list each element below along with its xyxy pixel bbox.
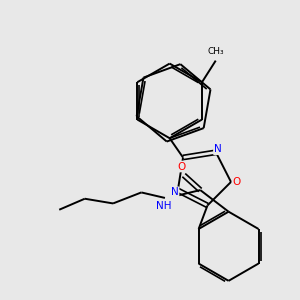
- Text: O: O: [233, 177, 241, 187]
- Text: NH: NH: [156, 201, 172, 211]
- Text: N: N: [171, 187, 178, 197]
- Text: O: O: [178, 161, 186, 172]
- Text: CH₃: CH₃: [207, 47, 224, 56]
- Text: N: N: [214, 144, 222, 154]
